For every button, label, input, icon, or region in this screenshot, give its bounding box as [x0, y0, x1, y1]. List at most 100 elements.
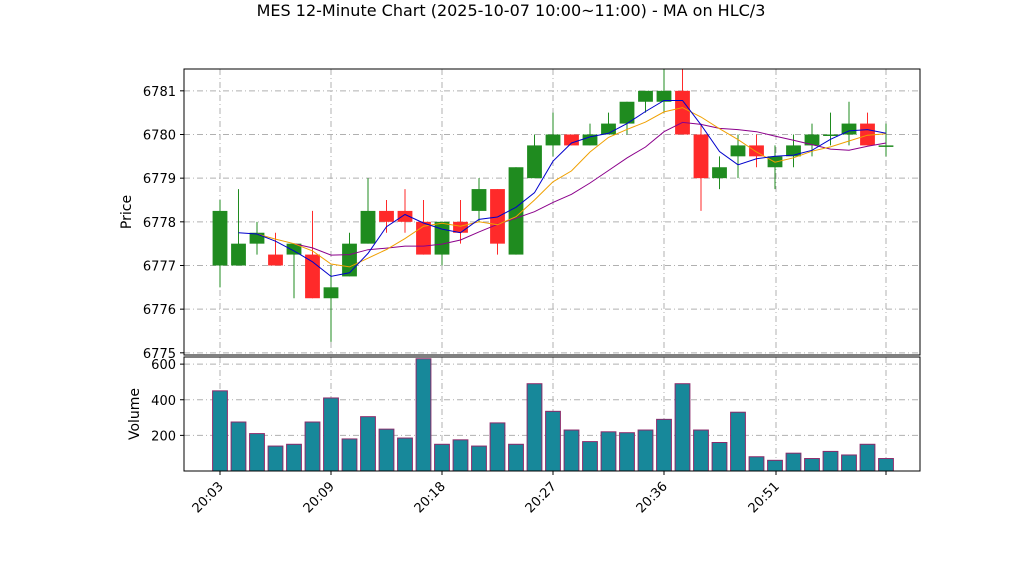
volume-bar: [637, 429, 654, 472]
volume-bar: [748, 456, 765, 472]
volume-bar: [711, 442, 728, 472]
volume-panel-frame: [183, 356, 921, 472]
volume-bar: [674, 383, 691, 472]
candle-body: [601, 123, 616, 135]
time-tick-label: 20:27: [523, 479, 560, 516]
candle-body: [490, 189, 505, 244]
candle-body: [786, 145, 801, 157]
candle-body: [360, 210, 376, 244]
volume-bar: [471, 445, 487, 472]
volume-bar: [730, 411, 746, 472]
candle-body: [841, 123, 857, 135]
candle-body: [249, 232, 265, 244]
candle-body: [212, 210, 228, 266]
volume-bar: [341, 438, 358, 472]
candle-body: [286, 243, 302, 255]
candle-body: [397, 210, 413, 222]
volume-bar: [804, 458, 820, 472]
price-tick-label: 6775: [143, 347, 176, 362]
price-tick-label: 6781: [143, 85, 176, 100]
price-tick-label: 6777: [143, 259, 176, 274]
price-tick-label: 6776: [143, 303, 176, 318]
volume-bar: [249, 433, 265, 472]
volume-axis-label: Volume: [127, 388, 143, 440]
candle-body: [508, 167, 524, 255]
volume-bar: [693, 429, 709, 472]
ma-fast-line: [238, 100, 887, 277]
price-grid: [184, 69, 920, 355]
candle-body: [471, 189, 487, 211]
candle-body: [804, 134, 820, 146]
volume-bar: [360, 416, 376, 472]
time-tick-label: 20:09: [301, 479, 338, 516]
candle-body: [323, 287, 339, 299]
volume-bar: [563, 429, 580, 472]
candle-body: [564, 134, 579, 146]
volume-bar: [286, 443, 302, 472]
volume-bar: [619, 432, 635, 472]
volume-bar: [859, 443, 876, 472]
candle-body: [231, 243, 246, 266]
volume-bar: [841, 454, 857, 472]
volume-bar: [230, 421, 247, 472]
time-tick-label: 20:18: [412, 479, 449, 516]
candle-body: [619, 101, 635, 124]
candle-body: [860, 123, 875, 146]
time-tick-label: 20:51: [746, 479, 783, 516]
volume-bar: [878, 458, 894, 472]
volume-bar: [822, 450, 839, 472]
volume-bar: [767, 459, 783, 472]
price-panel-frame: [183, 68, 921, 356]
candle-body: [545, 134, 561, 146]
axes: [180, 68, 921, 475]
price-axis-label: Price: [119, 195, 135, 229]
price-tick-label: 6778: [143, 216, 176, 231]
candle-body: [582, 134, 598, 146]
volume-tick-label: 400: [151, 394, 176, 409]
volume-bar: [600, 431, 617, 472]
volume-bar: [545, 410, 561, 472]
volume-tick-label: 600: [151, 358, 176, 373]
volume-bar: [212, 390, 228, 472]
price-tick-label: 6779: [143, 172, 176, 187]
candle-body: [749, 145, 764, 157]
ma-mid-line: [256, 107, 887, 268]
volume-bar: [415, 358, 432, 472]
candle-body: [693, 134, 709, 179]
volume-bars: [212, 358, 894, 472]
volume-bar: [489, 422, 506, 472]
candle-body: [379, 210, 394, 222]
volume-bar: [397, 437, 413, 472]
volume-tick-label: 200: [151, 429, 176, 444]
candle-body: [675, 90, 690, 135]
moving-average-lines: [238, 100, 887, 277]
volume-bar: [378, 428, 395, 472]
chart-title: MES 12-Minute Chart (2025-10-07 10:00~11…: [256, 1, 766, 20]
volume-bar: [582, 441, 598, 472]
candle-body: [527, 145, 542, 179]
candle-body: [823, 134, 838, 136]
ma-slow-line: [293, 121, 887, 256]
volume-bar: [785, 452, 802, 472]
volume-bar: [434, 443, 450, 472]
candle-body: [638, 90, 653, 102]
candle-body: [342, 243, 357, 277]
candle-body: [268, 254, 283, 266]
price-tick-label: 6780: [143, 128, 176, 143]
volume-bar: [267, 445, 284, 472]
candle-body: [434, 221, 450, 255]
time-tick-label: 20:03: [190, 479, 227, 516]
volume-bar: [526, 383, 543, 472]
candle-body: [656, 90, 672, 102]
volume-bar: [323, 397, 339, 472]
volume-bar: [656, 418, 672, 472]
time-tick-label: 20:36: [634, 479, 671, 516]
volume-bar: [508, 443, 524, 472]
candle-body: [453, 221, 468, 233]
candle-body: [878, 145, 894, 147]
volume-bar: [452, 439, 469, 472]
candle-body: [730, 145, 746, 157]
volume-bar: [304, 421, 321, 472]
candle-body: [712, 167, 727, 179]
